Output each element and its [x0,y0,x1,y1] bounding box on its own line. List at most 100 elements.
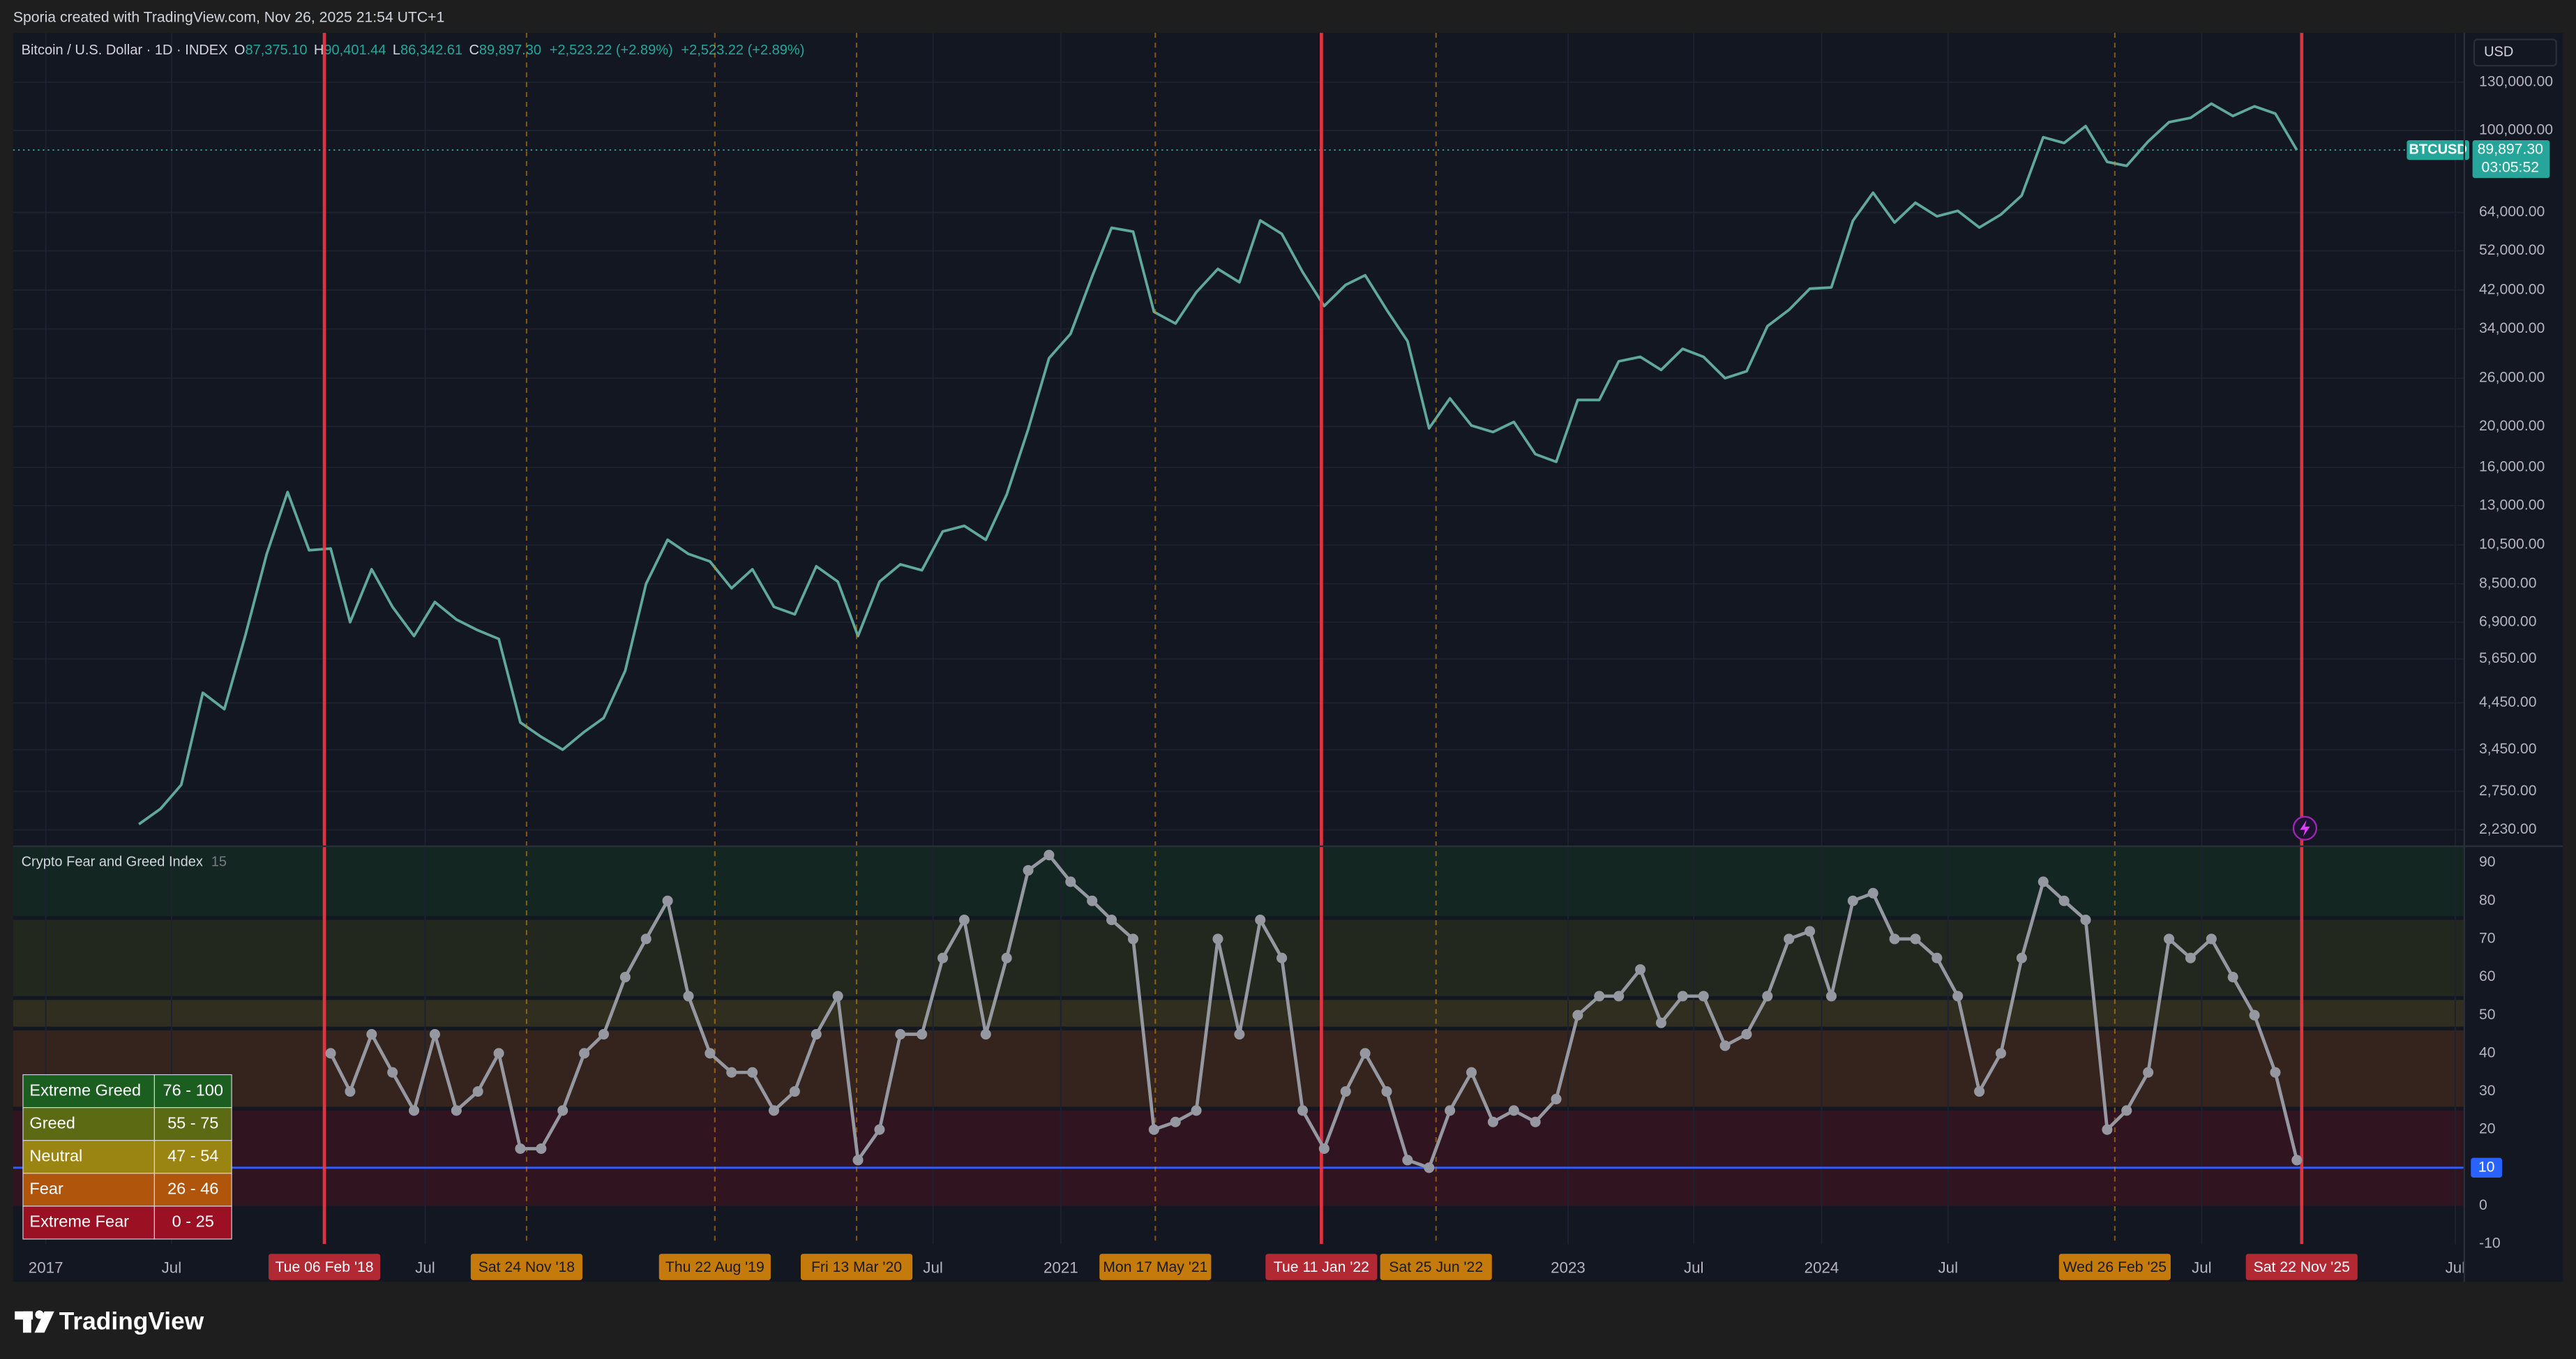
change-value: +2,523.22 (+2.89%) [550,43,673,58]
x-tick-label: Jul [1938,1259,1958,1276]
y-tick-label: 50 [2479,1007,2496,1023]
index-point [1276,952,1288,963]
index-point [1995,1048,2007,1059]
change-value: +2,523.22 (+2.89%) [681,43,804,58]
y-tick-label: 13,000.00 [2479,497,2545,513]
y-tick-label: 60 [2479,968,2496,984]
index-point [1001,952,1012,963]
reference-box [2471,1157,2503,1178]
index-point [409,1105,420,1116]
date-tag-label: Sat 24 Nov '18 [479,1259,575,1275]
index-point [852,1155,864,1166]
logo-part [34,1311,54,1333]
index-point [2058,895,2070,906]
brand-logo [15,1310,54,1333]
countdown: 03:05:52 [2482,160,2539,176]
index-point [1106,915,1117,926]
index-point [619,972,631,983]
currency-label: USD [2484,45,2513,60]
y-tick-label: 5,650.00 [2479,650,2536,666]
index-point [1910,933,1921,945]
y-tick-label: 42,000.00 [2479,281,2545,297]
index-point [2249,1009,2260,1021]
y-tick-label: 70 [2479,930,2496,946]
date-tag-label: Thu 22 Aug '19 [665,1259,764,1275]
index-point [726,1067,737,1078]
date-tag [800,1254,913,1280]
ohlc-value: 90,401.44 [324,43,386,58]
index-point [451,1105,462,1116]
currency-box [2473,38,2557,67]
zone-band [13,1000,2464,1027]
index-point [2291,1155,2303,1166]
date-tag [658,1254,771,1280]
legend-name: Extreme Fear [29,1212,129,1231]
date-tag [2058,1254,2171,1280]
index-point [387,1067,398,1078]
y-tick-label: 16,000.00 [2479,459,2545,475]
legend-cell [22,1206,155,1240]
date-tag [268,1254,381,1280]
index-point [895,1028,906,1040]
index-point [683,991,694,1002]
indicator-title: Crypto Fear and Greed Index [22,855,203,870]
index-point [472,1086,483,1097]
index-point [1023,864,1034,876]
index-point [2206,933,2217,945]
index-point [345,1086,356,1097]
index-point [1594,991,1605,1002]
index-point [1381,1086,1392,1097]
price-header: Bitcoin / U.S. Dollar · 1D · INDEX O87,37… [22,43,805,58]
index-point [917,1028,928,1040]
legend-name: Extreme Greed [29,1081,141,1099]
index-point [1255,915,1266,926]
last-price-label: 89,897.30 [2478,142,2543,158]
index-point [493,1048,504,1059]
index-point [2227,972,2238,983]
y-tick-label: 3,450.00 [2479,741,2536,757]
index-point [1445,1105,1456,1116]
legend-name: Neutral [29,1146,82,1164]
index-point [325,1048,336,1059]
plot-layer: 2017 Jul Jul Jul 2021 2023 Jul 2024 Jul Jul Jul 130… [13,33,2557,1280]
y-tick-label: 4,450.00 [2479,694,2536,710]
ohlc-key: C [469,43,479,58]
symbol-title: Bitcoin / U.S. Dollar · 1D · INDEX [22,43,228,58]
index-point [1867,887,1878,899]
index-point [1677,991,1688,1002]
legend-cell [153,1140,232,1174]
index-point [1635,964,1646,975]
legend-cell [22,1173,155,1207]
index-point [2038,876,2049,887]
index-point [2185,952,2196,963]
last-price-box [2472,140,2550,179]
legend-range: 0 - 25 [172,1212,214,1231]
reference-label: 10 [2478,1159,2495,1175]
index-point [1402,1155,1413,1166]
date-tag [1380,1254,1492,1280]
ohlc-value: 86,342.61 [400,43,462,58]
brand-name: TradingView [59,1308,204,1335]
index-point [1487,1116,1498,1127]
legend-range: 26 - 46 [167,1180,218,1198]
index-point [2080,915,2091,926]
date-tag-label: Fri 13 Mar '20 [811,1259,902,1275]
index-point [1148,1124,1159,1135]
index-point [789,1086,800,1097]
date-tag-label: Sat 25 Jun '22 [1389,1259,1483,1275]
chart-area [13,33,2563,1282]
index-point [1508,1105,1519,1116]
index-point [1805,926,1816,937]
index-point [1044,850,1055,861]
index-point [1889,933,1900,945]
series-line [138,102,2298,825]
legend-cell [153,1074,232,1109]
index-point [1212,933,1223,945]
index-point [2163,933,2175,945]
date-tag [1099,1254,1212,1280]
index-point [937,952,949,963]
index-point [2016,952,2027,963]
index-point [640,933,651,945]
date-tag-label: Sat 22 Nov '25 [2254,1259,2350,1275]
